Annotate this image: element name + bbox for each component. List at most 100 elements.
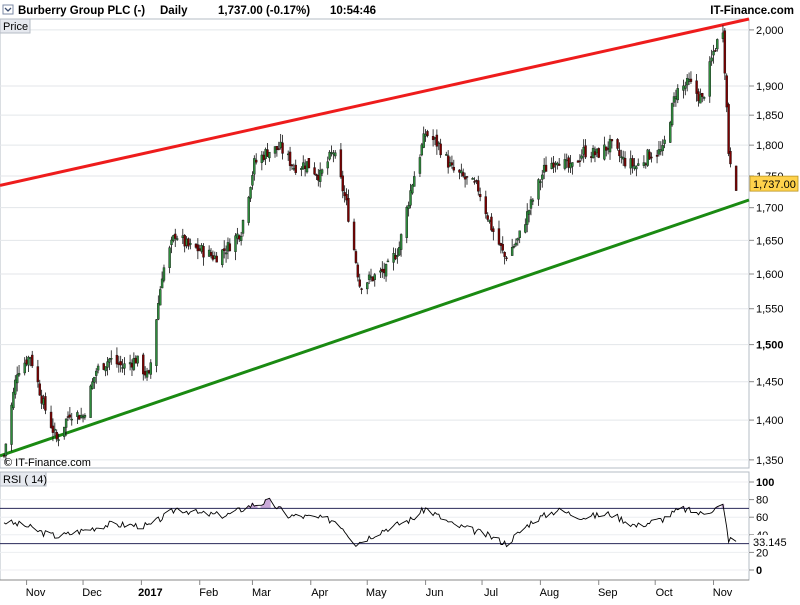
x-tick-label: May [366, 587, 387, 599]
candle-body [387, 261, 389, 262]
candle-body [728, 104, 730, 153]
candle-body [541, 175, 543, 180]
candle-body [662, 145, 664, 150]
candle-body [690, 79, 692, 82]
candle-body [611, 139, 613, 141]
candle-body [703, 97, 705, 98]
candle-body [314, 168, 316, 175]
candle-body [579, 161, 581, 162]
candle-body [624, 158, 626, 166]
price-y-axis: 1,3501,4001,4501,5001,5501,6001,6501,700… [749, 25, 784, 467]
candle-body [729, 151, 731, 164]
last-price-label: 1,737.00 [753, 179, 796, 191]
candle-body [278, 148, 280, 149]
price-tick-label: 1,700 [756, 203, 784, 215]
candle-body [515, 243, 517, 245]
x-tick-label: Jul [484, 587, 498, 599]
candle-body [598, 148, 600, 157]
candle-body [39, 384, 41, 395]
candle-body [477, 181, 479, 192]
candle-body [684, 86, 686, 89]
price-tick-label: 1,400 [756, 415, 784, 427]
candle-body [291, 165, 293, 166]
candle-body [713, 51, 715, 55]
candle-body [24, 363, 26, 373]
candle-body [714, 50, 716, 51]
candle-body [250, 187, 252, 198]
price-tick-label: 1,500 [756, 340, 784, 352]
candle-body [462, 172, 464, 176]
rsi-last-value-tag: 33.145 [750, 535, 796, 549]
candle-body [532, 200, 534, 201]
candle-body [163, 268, 165, 281]
candle-body [426, 131, 428, 135]
candle-body [451, 163, 453, 165]
candle-body [571, 162, 573, 166]
candle-body [225, 253, 227, 254]
candle-body [95, 371, 97, 376]
candle-body [176, 239, 178, 240]
candle-body [93, 377, 95, 382]
candle-body [487, 216, 489, 220]
rsi-last-value-label: 33.145 [753, 537, 787, 549]
chart-menu-icon[interactable] [3, 5, 13, 14]
candle-body [187, 239, 189, 247]
candle-body [120, 361, 122, 365]
candle-body [353, 222, 355, 250]
candle-body [63, 427, 65, 437]
x-tick-label: Sep [598, 587, 618, 599]
candle-body [18, 373, 20, 375]
candle-body [56, 432, 58, 439]
candle-body [466, 176, 468, 177]
candle-body [189, 243, 191, 244]
candle-body [436, 135, 438, 146]
rsi-tick-label: 0 [756, 565, 762, 577]
x-tick-label: Dec [82, 587, 102, 599]
candle-body [498, 229, 500, 245]
candle-body [340, 150, 342, 177]
candle-body [216, 256, 218, 262]
candle-body [44, 396, 46, 410]
candle-body [528, 210, 530, 214]
candle-body [242, 220, 244, 233]
candle-body [157, 303, 159, 319]
candle-body [110, 358, 112, 359]
candle-body [69, 415, 71, 417]
candle-body [502, 244, 504, 250]
candle-body [735, 166, 737, 191]
candle-body [91, 382, 93, 389]
price-tick-label: 1,900 [756, 81, 784, 93]
candle-body [321, 170, 323, 174]
rsi-tick-label: 100 [756, 477, 774, 489]
candle-body [440, 144, 442, 155]
candle-body [327, 162, 329, 168]
x-tick-label: Aug [540, 587, 560, 599]
candle-body [545, 165, 547, 171]
candle-body [513, 246, 515, 247]
candle-body [419, 157, 421, 173]
candle-body [385, 264, 387, 276]
candle-body [677, 88, 679, 100]
x-tick-label: Oct [656, 587, 673, 599]
last-price-tag: 1,737.00 [750, 176, 798, 191]
candle-body [701, 93, 703, 96]
candle-body [716, 39, 718, 49]
price-tick-label: 1,850 [756, 110, 784, 122]
candle-body [65, 419, 67, 427]
rsi-panel-label: RSI ( 14) [3, 474, 47, 486]
candle-body [374, 275, 376, 280]
price-tick-label: 1,350 [756, 455, 784, 467]
candle-body [585, 146, 587, 157]
rsi-tick-label: 60 [756, 512, 768, 524]
rsi-y-axis: 100806040200 [749, 477, 774, 577]
candle-body [342, 176, 344, 191]
x-tick-label: Apr [311, 587, 328, 599]
price-tick-label: 1,600 [756, 269, 784, 281]
header-time: 10:54:46 [330, 5, 376, 17]
candle-body [240, 236, 242, 241]
candle-body [37, 367, 39, 382]
candle-body [347, 198, 349, 221]
candle-body [400, 234, 402, 249]
